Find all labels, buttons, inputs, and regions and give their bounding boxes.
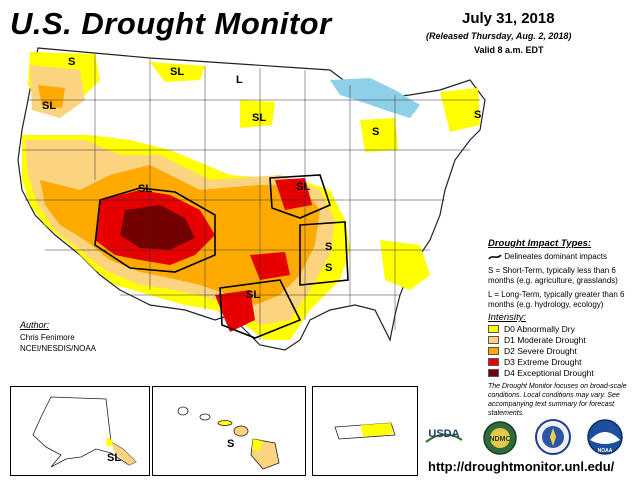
d2-oregon	[38, 85, 65, 108]
legend-swatch-d1	[488, 336, 499, 344]
label-oregon-sl: SL	[42, 100, 56, 112]
d3-texas	[215, 290, 255, 332]
legend-swatch-d2	[488, 347, 499, 355]
boundary-line-icon	[488, 254, 502, 260]
legend-row-d3: D3 Extreme Drought	[488, 357, 594, 367]
d0-southeast	[380, 240, 430, 290]
impact-types-title: Drought Impact Types:	[488, 238, 592, 249]
hawaii-map: S	[177, 406, 280, 470]
impact-labels: S SL L SL SL S S SL SL S S SL	[42, 56, 481, 301]
d0-montana	[150, 62, 205, 82]
d4-four-corners	[120, 205, 195, 250]
long-term-definition: L = Long-Term, typically greater than 6 …	[488, 290, 625, 309]
d0-new-england	[440, 88, 480, 132]
usda-logo-text: USDA	[428, 428, 459, 440]
author-label: Author:	[20, 320, 50, 330]
label-pacific-nw-s: S	[68, 56, 75, 68]
label-hawaii-s: S	[227, 438, 234, 450]
impact-boundary-legend: Delineates dominant impacts	[488, 252, 607, 261]
short-term-definition: S = Short-Term, typically less than 6 mo…	[488, 266, 618, 285]
legend-label-d3: D3 Extreme Drought	[504, 357, 582, 367]
ndmc-logo-mark: NDMC	[483, 421, 517, 455]
commerce-seal	[534, 418, 572, 456]
label-kansas-sl: SL	[296, 181, 310, 193]
oahu	[199, 413, 211, 421]
label-missouri-s: S	[325, 241, 332, 253]
impact-boundaries	[94, 174, 349, 339]
legend-row-d4: D4 Exceptional Drought	[488, 368, 594, 378]
intensity-legend: D0 Abnormally Dry D1 Moderate Drought D2…	[488, 324, 594, 379]
legend-swatch-d0	[488, 325, 499, 333]
legend-label-d4: D4 Exceptional Drought	[504, 368, 594, 378]
release-date: (Released Thursday, Aug. 2, 2018)	[426, 31, 572, 41]
usda-logo-mark: USDA	[425, 428, 463, 443]
maui	[233, 425, 249, 437]
label-dakotas-sl: SL	[252, 112, 266, 124]
noaa-logo: NOAA	[586, 418, 624, 456]
usda-logo: USDA	[424, 422, 464, 450]
ndmc-logo: NDMC	[482, 420, 518, 456]
legend-swatch-d4	[488, 369, 499, 377]
big-island-d0	[252, 439, 263, 451]
valid-time: Valid 8 a.m. EDT	[474, 45, 544, 55]
legend-label-d2: D2 Severe Drought	[504, 346, 577, 356]
conus-drought-map: S SL L SL SL S S SL SL S S SL	[17, 47, 486, 351]
legend-swatch-d3	[488, 358, 499, 366]
alaska-map: SL	[32, 396, 137, 468]
author-name: Chris Fenimore	[20, 333, 75, 342]
label-new-england-s: S	[474, 109, 481, 121]
state-boundaries	[22, 54, 480, 340]
molokai	[217, 420, 233, 426]
legend-row-d1: D1 Moderate Drought	[488, 335, 594, 345]
map-date: July 31, 2018	[462, 10, 555, 27]
label-michigan-s: S	[372, 126, 379, 138]
alaska-inset: SL	[10, 386, 150, 476]
intensity-title: Intensity:	[488, 312, 527, 323]
hawaii-inset: S	[152, 386, 306, 476]
noaa-logo-text: NOAA	[598, 448, 613, 454]
d0-michigan	[360, 118, 398, 152]
d0-dakotas	[240, 100, 275, 128]
puerto-rico-inset	[312, 386, 418, 476]
noaa-logo-mark: NOAA	[587, 419, 623, 455]
legend-row-d0: D0 Abnormally Dry	[488, 324, 594, 334]
label-four-corners-sl: SL	[138, 183, 152, 195]
great-lakes	[330, 78, 420, 118]
kauai	[177, 406, 189, 416]
label-montana-l: L	[236, 74, 243, 86]
label-texas-sl: SL	[246, 289, 260, 301]
label-alaska-sl: SL	[107, 452, 121, 464]
puerto-rico-map	[334, 422, 396, 440]
puerto-rico-d0	[361, 423, 393, 437]
legend-row-d2: D2 Severe Drought	[488, 346, 594, 356]
commerce-seal-mark	[535, 419, 571, 455]
author-org: NCEI/NESDIS/NOAA	[20, 344, 97, 353]
alaska-panhandle-drought	[111, 442, 136, 465]
boundary-legend-label: Delineates dominant impacts	[504, 252, 607, 261]
legend-label-d0: D0 Abnormally Dry	[504, 324, 575, 334]
website-url[interactable]: http://droughtmonitor.unl.edu/	[428, 459, 615, 474]
legend-label-d1: D1 Moderate Drought	[504, 335, 586, 345]
ndmc-logo-text: NDMC	[490, 436, 511, 443]
disclaimer-note: The Drought Monitor focuses on broad-sca…	[488, 383, 627, 417]
label-arkansas-s: S	[325, 262, 332, 274]
d3-kansas	[275, 178, 312, 210]
alaska-panhandle-d0	[106, 437, 113, 447]
map-title: U.S. Drought Monitor	[10, 6, 332, 41]
label-montana-sl: SL	[170, 66, 184, 78]
